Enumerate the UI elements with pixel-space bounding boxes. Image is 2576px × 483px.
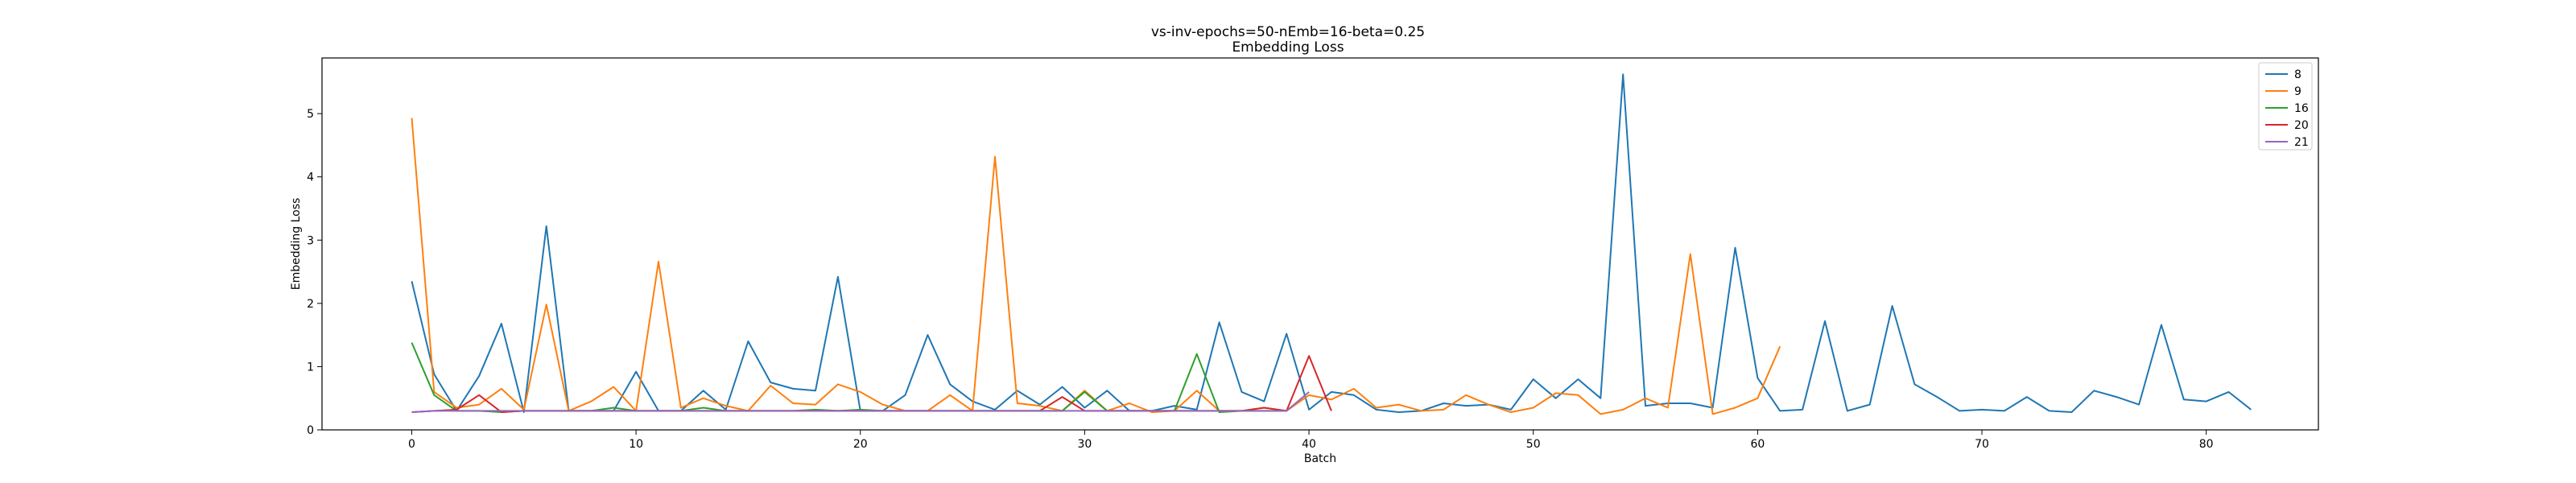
x-tick-label: 0 — [408, 438, 415, 451]
y-tick-label: 3 — [307, 234, 314, 247]
series-layer — [411, 73, 2252, 415]
x-tick-label: 60 — [1750, 438, 1765, 451]
series-line-21 — [411, 391, 1310, 413]
y-tick-label: 1 — [307, 361, 314, 374]
x-tick-label: 20 — [853, 438, 868, 451]
legend-label-16: 16 — [2294, 102, 2309, 115]
series-line-16 — [411, 342, 1287, 413]
y-tick-label: 2 — [307, 298, 314, 311]
y-tick-label: 0 — [307, 424, 314, 437]
x-tick-label: 30 — [1078, 438, 1092, 451]
x-tick-label: 40 — [1302, 438, 1316, 451]
series-line-8 — [411, 73, 2252, 413]
chart-subtitle: Embedding Loss — [1232, 39, 1344, 56]
y-axis: 0 1 2 3 4 5 — [307, 108, 322, 437]
legend: 8 9 16 20 21 — [2258, 62, 2313, 151]
legend-label-20: 20 — [2294, 119, 2309, 132]
legend-label-21: 21 — [2294, 136, 2309, 149]
legend-label-9: 9 — [2294, 85, 2301, 98]
series-line-9 — [411, 118, 1781, 415]
x-axis-label: Batch — [1304, 452, 1336, 465]
legend-frame — [2258, 62, 2313, 151]
y-axis-label: Embedding Loss — [290, 198, 303, 291]
legend-label-8: 8 — [2294, 68, 2301, 81]
plot-frame — [321, 57, 2319, 431]
chart-title: vs-inv-epochs=50-nEmb=16-beta=0.25 — [1151, 24, 1425, 40]
x-tick-label: 10 — [629, 438, 643, 451]
x-tick-label: 80 — [2199, 438, 2214, 451]
plot-area: 0 10 20 30 40 50 60 70 80 0 1 2 3 4 5 — [307, 57, 2319, 451]
y-tick-label: 5 — [307, 108, 314, 121]
y-tick-label: 4 — [307, 171, 314, 184]
x-tick-label: 70 — [1975, 438, 1989, 451]
x-axis: 0 10 20 30 40 50 60 70 80 — [408, 430, 2214, 451]
x-tick-label: 50 — [1526, 438, 1541, 451]
